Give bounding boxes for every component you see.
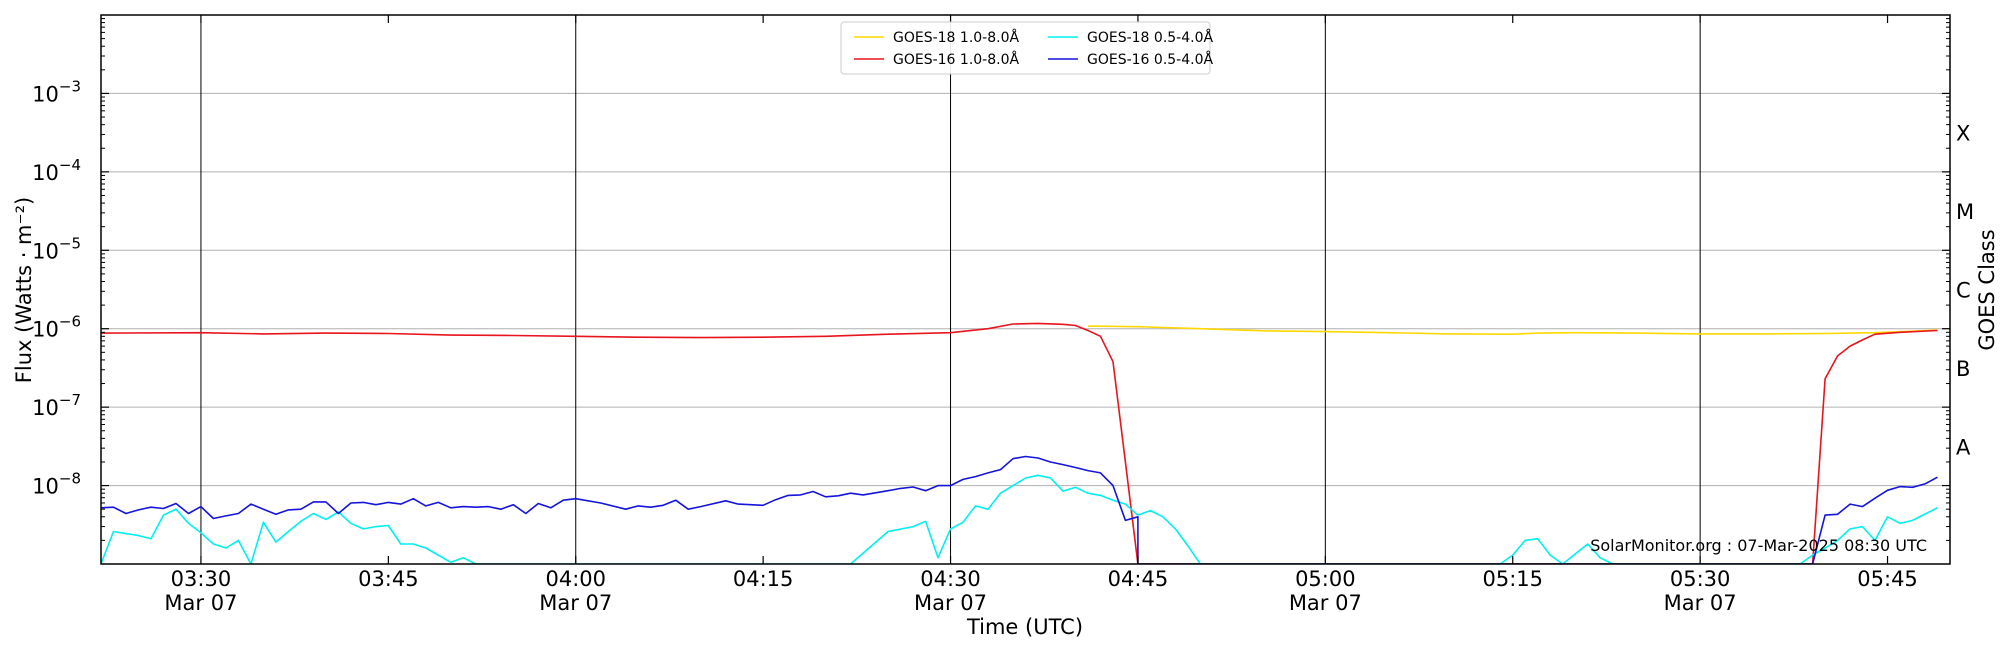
y-tick-label: 10−5 [32, 234, 81, 263]
series-line-1 [1087, 325, 1938, 336]
x-tick-date-label: Mar 07 [164, 591, 237, 615]
legend-label: GOES-16 1.0-8.0Å [893, 51, 1019, 68]
goes-class-label: X [1956, 122, 1970, 146]
legend: GOES-18 1.0-8.0Å GOES-16 1.0-8.0Å GOES-18 … [840, 21, 1213, 75]
legend-label: GOES-18 0.5-4.0Å [1087, 29, 1213, 46]
legend-label: GOES-16 0.5-4.0Å [1087, 51, 1213, 68]
x-tick-date-label: Mar 07 [914, 591, 987, 615]
x-axis-title: Time (UTC) [966, 615, 1083, 639]
x-tick-label: 03:30 [171, 567, 232, 591]
x-tick-label: 04:15 [733, 567, 794, 591]
y-tick-label: 10−6 [32, 313, 81, 342]
y-tick-label: 10−4 [32, 156, 81, 185]
y-tick-label: 10−3 [32, 77, 81, 106]
legend-box [840, 21, 1211, 75]
goes-class-axis-title: GOES Class [1975, 229, 1999, 350]
y-tick-label: 10−8 [32, 470, 81, 499]
x-tick-label: 03:45 [358, 567, 419, 591]
x-tick-label: 05:00 [1295, 567, 1356, 591]
credit-text: SolarMonitor.org : 07-Mar-2025 08:30 UTC [1590, 536, 1927, 555]
data-series [101, 322, 1938, 564]
x-tick-label: 04:30 [920, 567, 981, 591]
axis-ticks [101, 15, 1950, 564]
goes-class-label: A [1956, 435, 1971, 459]
plot-frame [100, 14, 1951, 565]
y-axis-title: Flux (Watts · m⁻²) [12, 197, 36, 383]
series-line-4 [101, 455, 1938, 564]
goes-class-label: C [1956, 279, 1971, 303]
legend-label: GOES-18 1.0-8.0Å [893, 29, 1019, 46]
x-tick-label: 05:30 [1670, 567, 1731, 591]
x-tick-date-label: Mar 07 [1289, 591, 1362, 615]
x-tick-date-label: Mar 07 [1664, 591, 1737, 615]
x-tick-date-label: Mar 07 [539, 591, 612, 615]
x-tick-label: 05:45 [1857, 567, 1918, 591]
series-line-2 [101, 322, 1938, 564]
grid-lines [101, 15, 1950, 564]
x-tick-label: 04:00 [545, 567, 606, 591]
x-tick-label: 05:15 [1482, 567, 1543, 591]
x-tick-label: 04:45 [1108, 567, 1169, 591]
series-line-3 [101, 474, 1938, 564]
y-tick-label: 10−7 [32, 391, 81, 420]
goes-class-label: B [1956, 357, 1970, 381]
goes-class-label: M [1956, 200, 1974, 224]
